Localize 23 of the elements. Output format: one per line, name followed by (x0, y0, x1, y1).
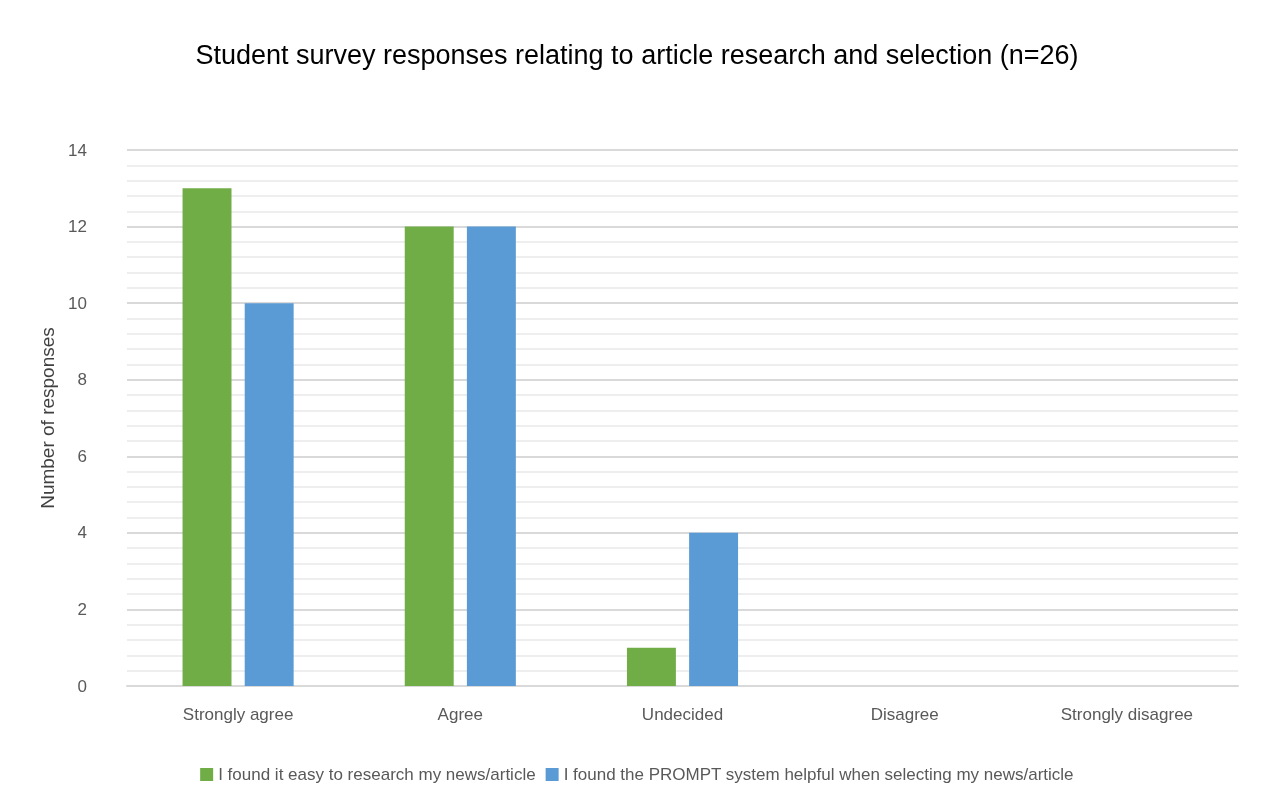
bar (466, 226, 516, 686)
bar (244, 303, 294, 686)
y-tick-label: 10 (68, 293, 87, 313)
y-tick-label: 2 (77, 599, 87, 619)
x-tick-label: Disagree (870, 705, 939, 724)
x-tick-label: Undecided (641, 705, 724, 724)
y-tick-label: 0 (77, 676, 87, 696)
legend-label: I found it easy to research my news/article (218, 765, 536, 784)
bar (182, 188, 232, 686)
y-tick-label: 4 (77, 523, 87, 543)
y-tick-label: 12 (68, 217, 87, 237)
chart-title: Student survey responses relating to article research and selection (n=26) (195, 40, 1079, 70)
x-tick-label: Agree (437, 705, 483, 724)
y-axis-title: Number of responses (37, 327, 59, 509)
bar (689, 532, 739, 686)
bar (404, 226, 454, 686)
bar (626, 647, 676, 686)
legend-label: I found the PROMPT system helpful when selecting my news/article (563, 765, 1074, 784)
x-tick-label: Strongly agree (182, 705, 294, 724)
y-tick-label: 8 (77, 370, 87, 390)
y-tick-label: 14 (68, 140, 87, 160)
x-tick-label: Strongly disagree (1060, 705, 1194, 724)
y-tick-label: 6 (77, 446, 87, 466)
